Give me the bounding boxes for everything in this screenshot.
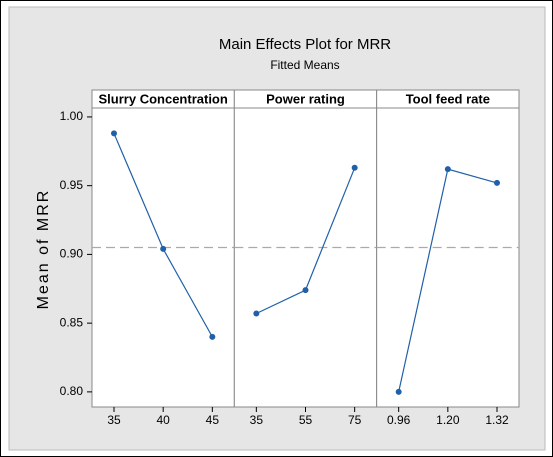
y-tick-label: 0.90 [60, 247, 84, 261]
x-tick-label: 75 [348, 413, 362, 427]
panel-title: Power rating [266, 91, 345, 106]
point [302, 287, 309, 294]
y-tick-label: 1.00 [60, 109, 84, 123]
x-tick-label: 1.20 [436, 413, 460, 427]
y-tick-label: 0.95 [60, 178, 84, 192]
panel-title: Tool feed rate [406, 91, 490, 106]
x-tick-label: 0.96 [387, 413, 411, 427]
point [351, 164, 358, 171]
point [494, 179, 500, 186]
x-tick-label: 45 [206, 413, 220, 427]
x-tick-label: 40 [156, 413, 170, 427]
panel [91, 107, 235, 408]
point [111, 130, 117, 137]
point [160, 245, 167, 252]
y-axis-label: Mean of MRR [35, 189, 52, 310]
point [209, 333, 216, 340]
x-tick-label: 55 [299, 413, 313, 427]
x-tick-label: 35 [250, 413, 264, 427]
panel [233, 107, 378, 408]
chart-title: Main Effects Plot for MRR [219, 36, 391, 53]
chart-subtitle: Fitted Means [270, 58, 339, 72]
point [253, 310, 260, 317]
x-tick-label: 35 [107, 413, 121, 427]
point [444, 166, 451, 173]
x-tick-label: 1.32 [485, 413, 509, 427]
y-tick-label: 0.85 [60, 315, 84, 329]
panel [376, 107, 520, 408]
panel-title: Slurry Concentration [99, 91, 228, 106]
point [395, 388, 402, 395]
panel-header [376, 89, 520, 109]
y-tick-label: 0.80 [60, 384, 84, 398]
